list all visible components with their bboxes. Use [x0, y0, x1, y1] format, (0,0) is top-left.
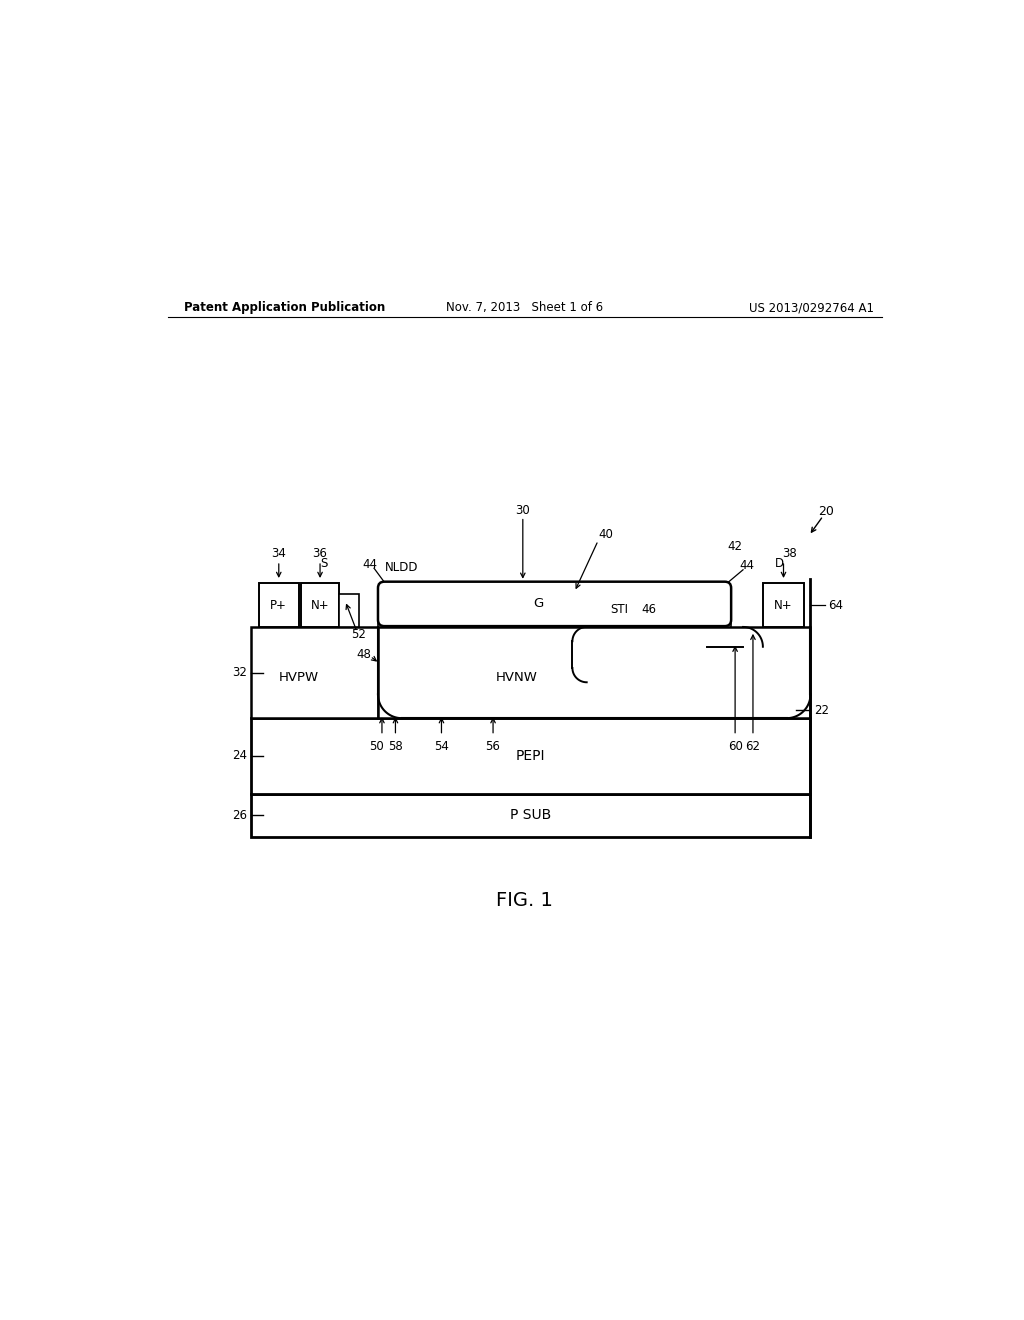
Text: 26: 26 [232, 809, 247, 822]
Text: 48: 48 [356, 648, 371, 661]
Bar [259, 583, 299, 627]
Text: 64: 64 [828, 598, 843, 611]
FancyBboxPatch shape [378, 582, 731, 626]
Text: PEPI: PEPI [516, 748, 546, 763]
Text: 30: 30 [515, 504, 530, 516]
Text: D: D [775, 557, 784, 570]
Text: 60: 60 [728, 741, 742, 754]
Text: 32: 32 [232, 667, 247, 678]
Text: 58: 58 [388, 741, 402, 754]
Text: 24: 24 [232, 750, 247, 763]
Text: 38: 38 [782, 548, 798, 561]
Text: N+: N+ [774, 598, 793, 611]
Bar [378, 627, 811, 718]
Text: N+: N+ [310, 598, 330, 611]
Text: 50: 50 [369, 741, 384, 754]
Text: NLDD: NLDD [385, 561, 418, 574]
Text: HVNW: HVNW [496, 671, 538, 684]
Text: 44: 44 [362, 558, 378, 570]
Bar [378, 620, 731, 627]
Text: S: S [321, 557, 328, 570]
Bar [251, 718, 810, 793]
Text: 56: 56 [485, 741, 501, 754]
Text: Patent Application Publication: Patent Application Publication [183, 301, 385, 314]
Text: STI: STI [610, 603, 628, 616]
Text: P+: P+ [270, 598, 287, 611]
Text: 52: 52 [351, 628, 366, 642]
Text: 62: 62 [745, 741, 761, 754]
Text: 34: 34 [271, 548, 287, 561]
Bar [301, 583, 339, 627]
Text: P SUB: P SUB [510, 808, 551, 822]
Bar [763, 583, 804, 627]
Text: Nov. 7, 2013   Sheet 1 of 6: Nov. 7, 2013 Sheet 1 of 6 [446, 301, 603, 314]
Polygon shape [572, 591, 695, 627]
Text: 36: 36 [312, 548, 328, 561]
Text: HVPW: HVPW [280, 671, 319, 684]
Text: 46: 46 [641, 603, 656, 616]
Text: 42: 42 [728, 540, 742, 553]
Text: 54: 54 [434, 741, 449, 754]
Text: G: G [534, 598, 544, 610]
Text: US 2013/0292764 A1: US 2013/0292764 A1 [749, 301, 873, 314]
Bar [251, 793, 810, 837]
Bar [339, 594, 359, 627]
Bar [251, 627, 378, 718]
Text: FIG. 1: FIG. 1 [497, 891, 553, 911]
Text: 44: 44 [739, 560, 755, 573]
Text: 20: 20 [818, 506, 835, 519]
Text: 22: 22 [814, 704, 829, 717]
Text: 40: 40 [599, 528, 613, 541]
